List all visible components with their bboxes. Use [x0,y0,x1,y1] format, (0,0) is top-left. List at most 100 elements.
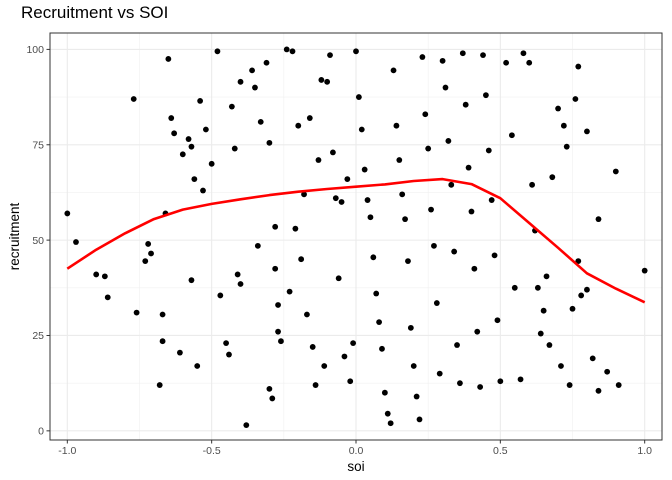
data-point [301,191,307,198]
data-point [379,345,385,352]
scatter-points [64,46,648,429]
data-point [373,290,380,297]
data-point [249,67,255,74]
data-point [266,385,273,392]
data-point [451,248,458,255]
data-point [298,256,305,263]
data-point [104,294,111,301]
data-point [454,342,460,348]
data-point [517,376,524,383]
data-point [130,96,137,102]
data-point [381,389,388,396]
data-point [399,191,406,198]
data-point [347,378,354,385]
data-point [405,258,411,265]
data-point [214,48,221,55]
data-point [595,216,602,223]
data-point [318,77,325,83]
data-point [436,370,443,377]
data-point [142,258,149,265]
data-point [194,363,201,369]
x-tick-label: 1.0 [637,445,652,457]
data-point [503,59,510,66]
data-point [442,84,449,91]
data-point [266,139,273,146]
data-point [540,307,547,314]
data-point [615,382,622,388]
data-point [355,94,362,100]
x-tick-label: 0.0 [349,445,364,457]
data-point [526,59,533,66]
x-axis-ticks: -1.0 -0.5 0.0 0.5 1.0 [58,440,652,457]
data-point [197,97,204,104]
y-tick-label: 25 [32,330,44,342]
data-point [612,168,619,175]
data-point [353,48,359,55]
data-point [133,309,140,316]
data-point [228,103,235,110]
data-point [595,387,602,394]
data-point [584,286,590,293]
data-point [462,101,469,108]
data-point [272,223,279,230]
data-point [497,378,504,385]
data-point [384,410,391,417]
data-point [534,284,541,291]
data-point [543,273,550,280]
data-point [217,292,224,299]
data-point [480,52,486,59]
data-point [243,422,250,429]
y-tick-label: 0 [38,426,44,438]
data-point [327,52,333,59]
data-point [159,338,166,345]
data-point [341,353,348,360]
data-point [315,157,322,163]
data-point [575,63,582,70]
y-tick-label: 50 [32,235,44,247]
data-point [292,225,299,232]
data-point [566,382,573,388]
x-tick-label: 0.5 [493,445,508,457]
data-point [275,328,281,335]
data-point [555,105,561,112]
data-point [330,149,336,156]
data-point [191,176,198,182]
data-point [459,50,466,57]
data-point [286,288,293,295]
data-point [156,382,163,388]
data-point [321,363,328,369]
data-point [425,145,432,152]
smooth-trend-line [66,177,646,304]
data-point [494,317,501,324]
data-point [393,122,400,129]
data-point [569,305,576,312]
data-point [439,57,446,64]
data-point [578,292,585,299]
x-tick-label: -1.0 [58,445,76,457]
data-point [350,340,357,347]
data-point [257,118,264,125]
data-point [589,355,596,362]
data-point [208,160,215,167]
data-point [410,363,417,369]
data-point [529,181,535,188]
data-point [428,206,434,213]
y-tick-label: 100 [26,44,44,56]
data-point [252,84,258,91]
data-point [390,67,397,74]
data-point [387,420,394,427]
data-point [101,273,108,280]
data-point [283,46,290,53]
data-point [402,216,408,223]
data-point [361,166,368,173]
data-point [202,126,209,133]
data-point [584,128,590,135]
data-point [73,239,79,245]
data-point [223,340,229,347]
data-point [338,199,345,205]
data-point [237,281,244,287]
data-point [471,265,478,272]
data-point [508,132,515,139]
data-point [445,138,452,144]
